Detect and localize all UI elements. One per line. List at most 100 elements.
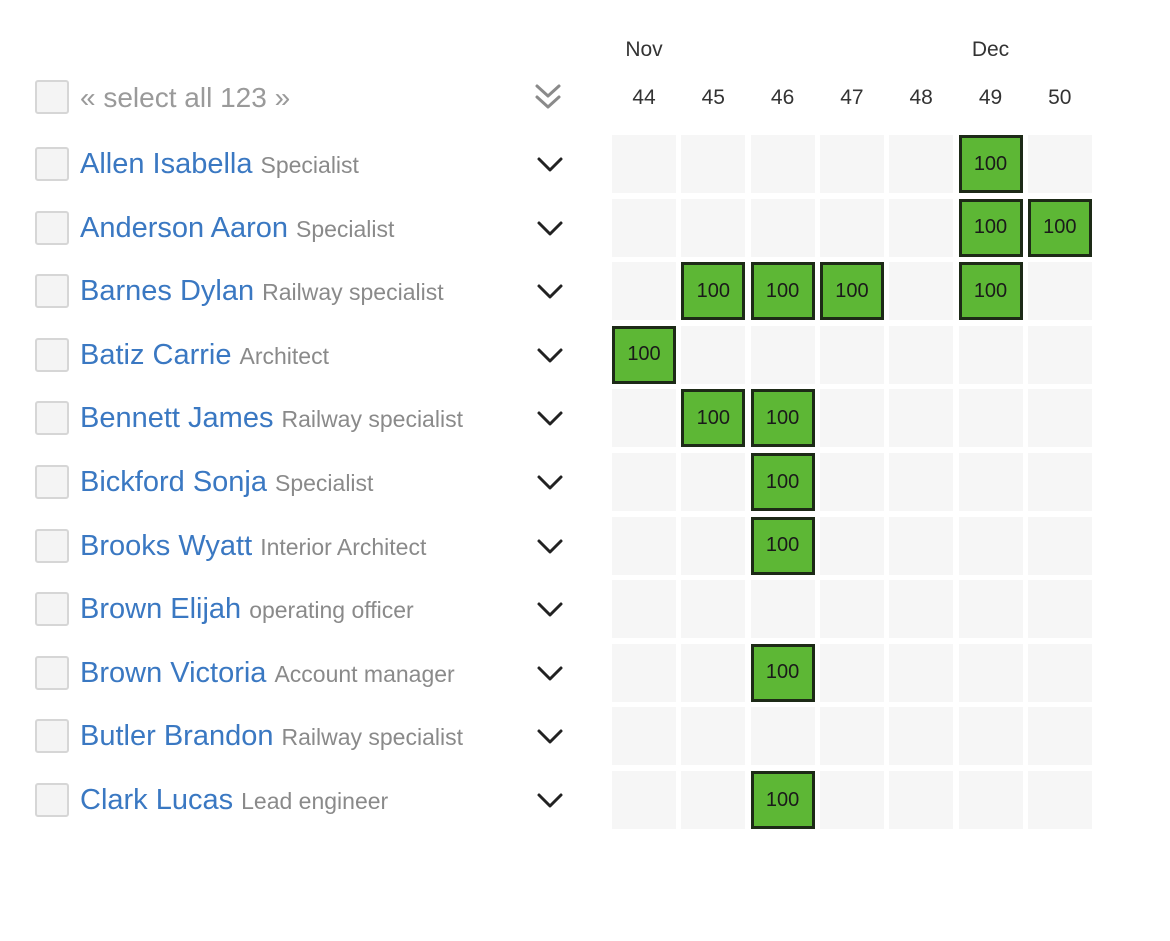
grid-cell[interactable] xyxy=(958,453,1023,511)
grid-cell[interactable] xyxy=(889,516,954,575)
grid-cell[interactable] xyxy=(889,389,954,448)
grid-cell[interactable] xyxy=(1027,643,1092,702)
grid-cell[interactable] xyxy=(1027,516,1092,575)
grid-cell[interactable] xyxy=(819,389,884,448)
row-checkbox[interactable] xyxy=(35,210,69,245)
allocation-block[interactable]: 100 xyxy=(750,453,815,511)
allocation-block[interactable]: 100 xyxy=(958,135,1023,193)
double-chevron-down-icon[interactable] xyxy=(532,80,564,114)
grid-cell[interactable] xyxy=(958,580,1023,639)
grid-cell[interactable] xyxy=(612,135,676,193)
grid-cell[interactable] xyxy=(889,643,954,702)
chevron-down-icon[interactable] xyxy=(534,402,566,434)
allocation-block[interactable]: 100 xyxy=(958,262,1023,321)
grid-cell[interactable] xyxy=(1027,453,1092,511)
person-name-link[interactable]: Batiz Carrie xyxy=(80,338,232,371)
grid-cell[interactable] xyxy=(750,198,815,257)
grid-cell[interactable] xyxy=(612,707,676,766)
person-name-link[interactable]: Anderson Aaron xyxy=(80,211,288,244)
grid-cell[interactable] xyxy=(819,580,884,639)
grid-cell[interactable] xyxy=(750,707,815,766)
grid-cell[interactable] xyxy=(1027,325,1092,384)
allocation-block[interactable]: 100 xyxy=(750,389,815,448)
grid-cell[interactable] xyxy=(819,771,884,829)
grid-cell[interactable] xyxy=(958,516,1023,575)
grid-cell[interactable] xyxy=(889,325,954,384)
chevron-down-icon[interactable] xyxy=(534,593,566,625)
grid-cell[interactable] xyxy=(819,325,884,384)
grid-cell[interactable] xyxy=(612,516,676,575)
grid-cell[interactable] xyxy=(889,707,954,766)
allocation-block[interactable]: 100 xyxy=(750,771,815,829)
chevron-down-icon[interactable] xyxy=(534,530,566,562)
person-name-link[interactable]: Allen Isabella xyxy=(80,148,253,180)
grid-cell[interactable] xyxy=(819,198,884,257)
grid-cell[interactable] xyxy=(889,453,954,511)
chevron-down-icon[interactable] xyxy=(534,657,566,689)
person-name-link[interactable]: Barnes Dylan xyxy=(80,275,255,308)
grid-cell[interactable] xyxy=(889,771,954,829)
grid-cell[interactable] xyxy=(1027,135,1092,193)
chevron-down-icon[interactable] xyxy=(534,720,566,752)
allocation-block[interactable]: 100 xyxy=(750,643,815,702)
grid-cell[interactable] xyxy=(889,262,954,321)
grid-cell[interactable] xyxy=(681,325,746,384)
grid-cell[interactable] xyxy=(889,580,954,639)
row-checkbox[interactable] xyxy=(35,465,69,499)
grid-cell[interactable] xyxy=(958,643,1023,702)
chevron-down-icon[interactable] xyxy=(534,466,566,498)
person-name-link[interactable]: Bickford Sonja xyxy=(80,466,267,498)
grid-cell[interactable] xyxy=(612,771,676,829)
grid-cell[interactable] xyxy=(1027,389,1092,448)
grid-cell[interactable] xyxy=(612,643,676,702)
allocation-block[interactable]: 100 xyxy=(750,262,815,321)
grid-cell[interactable] xyxy=(681,771,746,829)
chevron-down-icon[interactable] xyxy=(534,148,566,180)
allocation-block[interactable]: 100 xyxy=(958,198,1023,257)
allocation-block[interactable]: 100 xyxy=(681,262,746,321)
grid-cell[interactable] xyxy=(819,643,884,702)
allocation-block[interactable]: 100 xyxy=(681,389,746,448)
grid-cell[interactable] xyxy=(612,262,676,321)
person-name-link[interactable]: Brown Victoria xyxy=(80,656,267,689)
grid-cell[interactable] xyxy=(958,707,1023,766)
grid-cell[interactable] xyxy=(958,325,1023,384)
person-name-link[interactable]: Clark Lucas xyxy=(80,784,234,816)
grid-cell[interactable] xyxy=(750,135,815,193)
grid-cell[interactable] xyxy=(1027,707,1092,766)
grid-cell[interactable] xyxy=(889,135,954,193)
row-checkbox[interactable] xyxy=(35,719,69,754)
person-name-link[interactable]: Brooks Wyatt xyxy=(80,529,253,562)
row-checkbox[interactable] xyxy=(35,274,69,309)
grid-cell[interactable] xyxy=(612,580,676,639)
row-checkbox[interactable] xyxy=(35,592,69,627)
row-checkbox[interactable] xyxy=(35,147,69,181)
chevron-down-icon[interactable] xyxy=(534,275,566,307)
chevron-down-icon[interactable] xyxy=(534,339,566,371)
grid-cell[interactable] xyxy=(612,389,676,448)
grid-cell[interactable] xyxy=(681,643,746,702)
grid-cell[interactable] xyxy=(681,580,746,639)
grid-cell[interactable] xyxy=(1027,262,1092,321)
grid-cell[interactable] xyxy=(612,198,676,257)
grid-cell[interactable] xyxy=(889,198,954,257)
select-all-label[interactable]: « select all 123 » xyxy=(80,82,291,113)
grid-cell[interactable] xyxy=(681,516,746,575)
allocation-block[interactable]: 100 xyxy=(819,262,884,321)
chevron-down-icon[interactable] xyxy=(534,784,566,816)
row-checkbox[interactable] xyxy=(35,655,69,690)
grid-cell[interactable] xyxy=(819,135,884,193)
grid-cell[interactable] xyxy=(1027,580,1092,639)
grid-cell[interactable] xyxy=(681,707,746,766)
chevron-down-icon[interactable] xyxy=(534,212,566,244)
person-name-link[interactable]: Bennett James xyxy=(80,402,274,435)
person-name-link[interactable]: Brown Elijah xyxy=(80,593,242,626)
row-checkbox[interactable] xyxy=(35,337,69,372)
grid-cell[interactable] xyxy=(612,453,676,511)
allocation-block[interactable]: 100 xyxy=(1027,198,1092,257)
row-checkbox[interactable] xyxy=(35,528,69,563)
person-name-link[interactable]: Butler Brandon xyxy=(80,720,274,753)
grid-cell[interactable] xyxy=(819,707,884,766)
grid-cell[interactable] xyxy=(1027,771,1092,829)
allocation-block[interactable]: 100 xyxy=(612,325,676,384)
